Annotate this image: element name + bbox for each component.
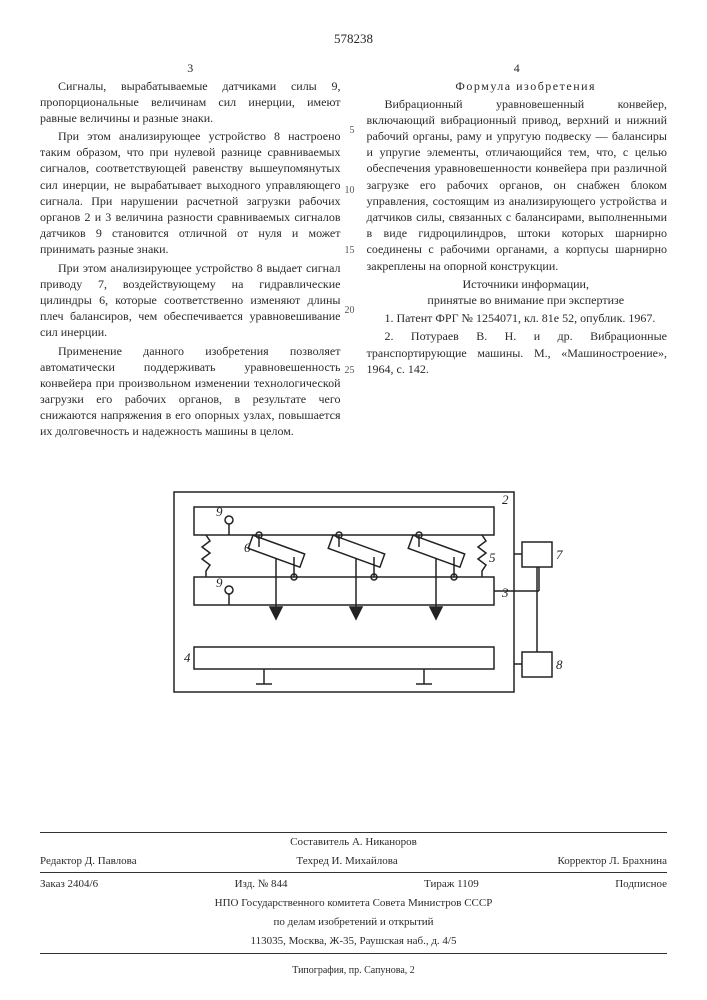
footer-corrector: Корректор Л. Брахнина xyxy=(558,854,667,869)
footer-subscription: Подписное xyxy=(615,877,667,892)
reference: 2. Потураев В. Н. и др. Вибрационные тра… xyxy=(367,328,668,377)
footer-org2: по делам изобретений и открытий xyxy=(40,913,667,932)
left-column: 3 Сигналы, вырабатываемые датчиками силы… xyxy=(40,62,341,442)
page-number-left: 3 xyxy=(187,60,193,76)
footer-printer: Типография, пр. Сапунова, 2 xyxy=(40,964,667,978)
figure-label: 9 xyxy=(216,575,223,590)
footer-org1: НПО Государственного комитета Совета Мин… xyxy=(40,894,667,913)
para: При этом анализирующее устройство 8 выда… xyxy=(40,260,341,341)
figure-label: 6 xyxy=(244,540,251,555)
para: При этом анализирующее устройство 8 наст… xyxy=(40,128,341,258)
figure-label: 4 xyxy=(184,650,191,665)
line-number: 15 xyxy=(345,244,355,258)
para: Сигналы, вырабатываемые датчиками силы 9… xyxy=(40,78,341,127)
line-number: 10 xyxy=(345,184,355,198)
figure: 2 3 4 5 6 7 8 9 9 xyxy=(40,472,667,732)
figure-label: 3 xyxy=(501,585,509,600)
line-number: 5 xyxy=(350,124,355,138)
footer-issue: Изд. № 844 xyxy=(235,877,288,892)
footer-address: 113035, Москва, Ж-35, Раушская наб., д. … xyxy=(40,932,667,951)
para: Применение данного изобретения позволяет… xyxy=(40,343,341,440)
para: Вибрационный уравновешенный конвейер, вк… xyxy=(367,96,668,274)
figure-label: 8 xyxy=(556,657,563,672)
line-number: 25 xyxy=(345,364,355,378)
footer-copies: Тираж 1109 xyxy=(424,877,479,892)
reference: 1. Патент ФРГ № 1254071, кл. 81е 52, опу… xyxy=(367,310,668,326)
right-column: 4 Формула изобретения Вибрационный уравн… xyxy=(367,62,668,442)
sources-title: Источники информации, xyxy=(367,276,668,292)
figure-label: 5 xyxy=(489,550,496,565)
page-number-right: 4 xyxy=(514,60,520,76)
text-columns: 3 Сигналы, вырабатываемые датчиками силы… xyxy=(40,62,667,442)
footer-order: Заказ 2404/6 xyxy=(40,877,98,892)
footer-editor: Редактор Д. Павлова xyxy=(40,854,137,869)
sources-subtitle: принятые во внимание при экспертизе xyxy=(367,292,668,308)
figure-label: 2 xyxy=(502,492,509,507)
figure-label: 9 xyxy=(216,504,223,519)
figure-label: 7 xyxy=(556,547,563,562)
footer-compiler: Составитель А. Никаноров xyxy=(40,833,667,852)
formula-title: Формула изобретения xyxy=(367,78,668,94)
footer-tech-editor: Техред И. Михайлова xyxy=(296,854,397,869)
patent-number: 578238 xyxy=(40,30,667,48)
line-number: 20 xyxy=(345,304,355,318)
footer: Составитель А. Никаноров Редактор Д. Пав… xyxy=(40,832,667,978)
